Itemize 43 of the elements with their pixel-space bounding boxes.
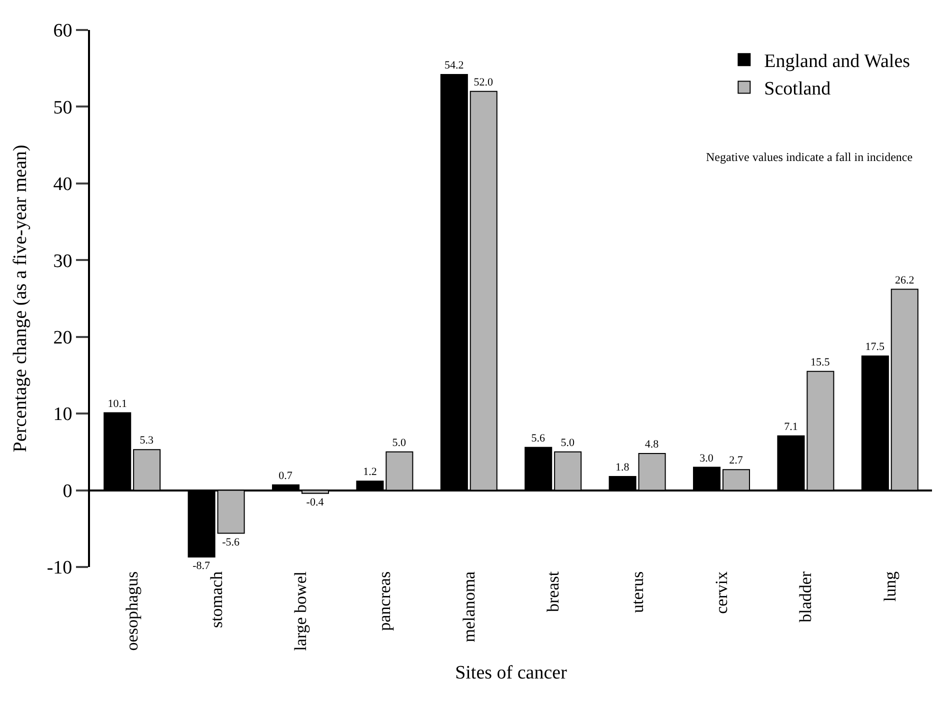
y-tick-label: 10 bbox=[53, 404, 72, 426]
data-label: -8.7 bbox=[192, 560, 211, 572]
x-tick-label: stomach bbox=[206, 570, 226, 628]
data-label: 17.5 bbox=[865, 341, 886, 354]
y-tick-label: 20 bbox=[53, 328, 72, 349]
y-tick-label: -10 bbox=[46, 558, 72, 579]
y-tick-label: 0 bbox=[62, 480, 72, 502]
x-tick-label: lung bbox=[880, 570, 900, 602]
x-tick-label: uterus bbox=[628, 571, 647, 613]
x-tick-label: breast bbox=[544, 571, 563, 612]
x-tick-label: melanoma bbox=[459, 570, 478, 642]
legend-label: Scotland bbox=[764, 78, 832, 100]
legend-label: England and Wales bbox=[764, 51, 910, 72]
annotation: Negative values indicate a fall in incidence bbox=[706, 150, 913, 164]
x-tick-label: oesophagus bbox=[122, 571, 142, 651]
data-label: 10.1 bbox=[108, 398, 127, 410]
y-tick-label: 30 bbox=[53, 250, 72, 272]
data-label: 5.0 bbox=[392, 436, 407, 449]
y-axis-title: Percentage change (as a five-year mean) bbox=[10, 144, 32, 452]
x-tick-label: pancreas bbox=[375, 571, 394, 631]
data-label: 26.2 bbox=[895, 274, 914, 286]
y-tick-label: 50 bbox=[53, 97, 72, 118]
data-label: 5.0 bbox=[560, 436, 575, 449]
data-label: -5.6 bbox=[222, 536, 240, 548]
data-label: 1.8 bbox=[615, 461, 630, 474]
y-tick-label: 40 bbox=[53, 174, 72, 196]
x-tick-label: cervix bbox=[712, 570, 732, 614]
y-tick-label: 60 bbox=[53, 20, 72, 42]
data-label: 1.2 bbox=[363, 466, 377, 478]
x-axis-title: Sites of cancer bbox=[455, 662, 568, 684]
x-tick-label: bladder bbox=[796, 571, 816, 622]
data-label: 54.2 bbox=[444, 59, 464, 72]
data-label: 5.3 bbox=[140, 434, 154, 447]
data-label: 5.6 bbox=[531, 432, 546, 444]
data-label: 3.0 bbox=[700, 452, 714, 464]
data-label: 52.0 bbox=[474, 76, 494, 88]
data-label: 15.5 bbox=[810, 356, 830, 368]
data-label: 4.8 bbox=[644, 438, 660, 450]
data-label: 0.7 bbox=[278, 470, 293, 482]
x-tick-label: large bowel bbox=[291, 571, 310, 651]
data-label: 2.7 bbox=[729, 454, 744, 467]
data-label: -0.4 bbox=[306, 496, 324, 508]
data-label: 7.1 bbox=[784, 420, 798, 433]
